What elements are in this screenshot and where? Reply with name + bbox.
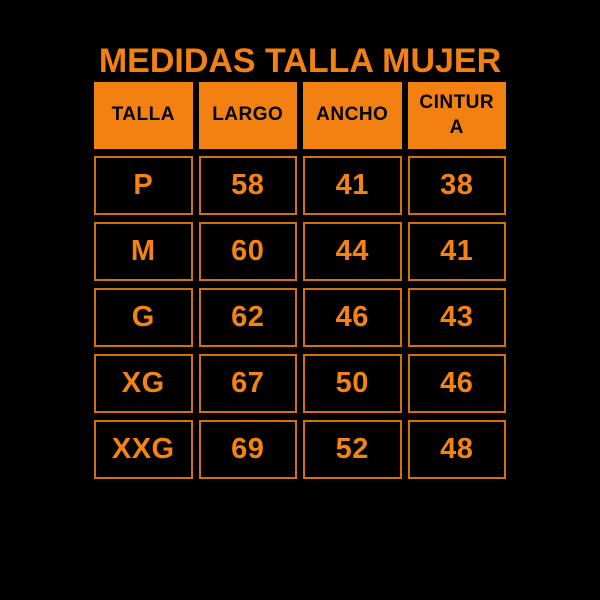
header-label: TALLA <box>111 104 175 126</box>
cell-ancho-xxg: 52 <box>303 420 402 479</box>
cell-cintura-m: 41 <box>407 222 506 281</box>
header-cell-cintura: CINTURA <box>407 82 506 149</box>
cell-ancho-m: 44 <box>303 222 402 281</box>
cell-ancho-g: 46 <box>303 288 402 347</box>
header-cell-talla: TALLA <box>94 82 193 149</box>
cell-size-m: M <box>94 222 193 281</box>
cell-largo-xg: 67 <box>198 354 297 413</box>
cell-cintura-xg: 46 <box>407 354 506 413</box>
header-cell-largo: LARGO <box>198 82 297 149</box>
cell-cintura-g: 43 <box>407 288 506 347</box>
cell-largo-g: 62 <box>198 288 297 347</box>
page-title: MEDIDAS TALLA MUJER <box>98 42 502 80</box>
cell-size-g: G <box>94 288 193 347</box>
cell-largo-xxg: 69 <box>198 420 297 479</box>
cell-size-xg: XG <box>94 354 193 413</box>
header-label: CINTURA <box>419 91 495 138</box>
header-label: LARGO <box>212 104 284 126</box>
cell-largo-m: 60 <box>198 222 297 281</box>
cell-ancho-xg: 50 <box>303 354 402 413</box>
cell-ancho-p: 41 <box>303 156 402 215</box>
cell-cintura-xxg: 48 <box>407 420 506 479</box>
cell-largo-p: 58 <box>198 156 297 215</box>
cell-size-p: P <box>94 156 193 215</box>
header-label: ANCHO <box>316 104 389 126</box>
header-cell-ancho: ANCHO <box>303 82 402 149</box>
size-table: TALLA LARGO ANCHO CINTURA P 58 41 38 M 6… <box>94 82 506 479</box>
cell-size-xxg: XXG <box>94 420 193 479</box>
cell-cintura-p: 38 <box>407 156 506 215</box>
